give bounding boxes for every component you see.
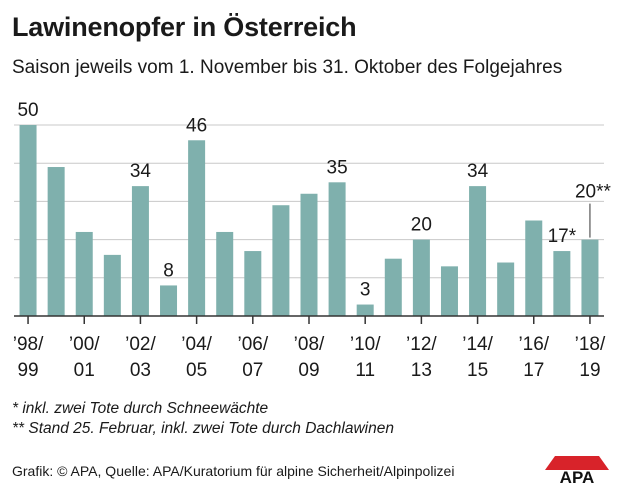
data-label: 20** [575,182,612,203]
bar-99-00 [47,167,65,316]
bar-13-14 [440,266,458,316]
x-tick-label-top: ’00/ [69,334,100,355]
x-tick-label-bottom: 19 [579,360,600,381]
data-label: 34 [130,161,152,182]
data-label: 8 [163,260,174,281]
x-tick-label-bottom: 99 [17,360,38,381]
apa-logo: APA [545,456,609,484]
data-label: 35 [327,157,348,178]
bar-04-05 [188,140,206,316]
x-tick-label-top: ’02/ [125,334,156,355]
bar-08-09 [300,193,318,316]
bar-16-17 [525,220,543,316]
bar-15-16 [497,262,515,316]
bar-chart: ’98/99 ’00/01 ’02/03 ’04/05 ’06/07 ’08/09 ’10/… [13,100,612,381]
bar-07-08 [272,205,290,316]
x-tick-label-bottom: 17 [523,360,544,381]
bar-01-02 [103,254,121,316]
x-tick-label-top: ’98/ [13,334,44,355]
data-label: 34 [467,161,489,182]
bar-98-99 [19,125,37,316]
bar-02-03 [131,186,149,316]
x-tick-label-top: ’18/ [575,334,606,355]
source-credit: Grafik: © APA, Quelle: APA/Kuratorium fü… [12,463,455,479]
x-tick-label-top: ’08/ [294,334,325,355]
data-label: 46 [186,115,207,136]
bar-10-11 [356,304,374,316]
x-tick-label-bottom: 03 [130,360,151,381]
bar-05-06 [216,231,234,316]
bar-06-07 [244,251,262,316]
x-tick-label-top: ’06/ [237,334,268,355]
x-tick-label-top: ’16/ [518,334,549,355]
x-tick-label-top: ’04/ [181,334,212,355]
data-label: 20 [411,215,432,236]
bar-11-12 [384,258,402,316]
chart-title: Lawinenopfer in Österreich [12,12,357,42]
x-tick-label-bottom: 05 [186,360,207,381]
x-tick-label-bottom: 13 [411,360,432,381]
x-tick-label-top: ’12/ [406,334,437,355]
x-tick-label-bottom: 09 [298,360,319,381]
apa-logo-red-triangle [545,456,609,470]
x-tick-label-top: ’14/ [462,334,493,355]
data-label: 17* [548,226,577,247]
x-tick-label-bottom: 11 [355,360,375,381]
data-label: 50 [17,100,38,121]
data-label: 3 [360,280,371,301]
x-tick-label-top: ’10/ [350,334,381,355]
footnote-one-asterisk: * inkl. zwei Tote durch Schneewächte [12,400,269,417]
bar-09-10 [328,182,346,316]
bar-03-04 [160,285,178,316]
bar-18-19 [581,239,599,316]
footnote-two-asterisks: ** Stand 25. Februar, inkl. zwei Tote du… [12,420,394,437]
x-tick-label-bottom: 15 [467,360,488,381]
apa-logo-text: APA [560,468,595,484]
bar-00-01 [75,231,93,316]
x-tick-label-bottom: 01 [74,360,95,381]
bar-17-18 [553,251,571,316]
bar-12-13 [412,239,430,316]
chart-subtitle: Saison jeweils vom 1. November bis 31. O… [12,57,563,78]
x-tick-label-bottom: 07 [242,360,263,381]
bar-14-15 [469,186,487,316]
